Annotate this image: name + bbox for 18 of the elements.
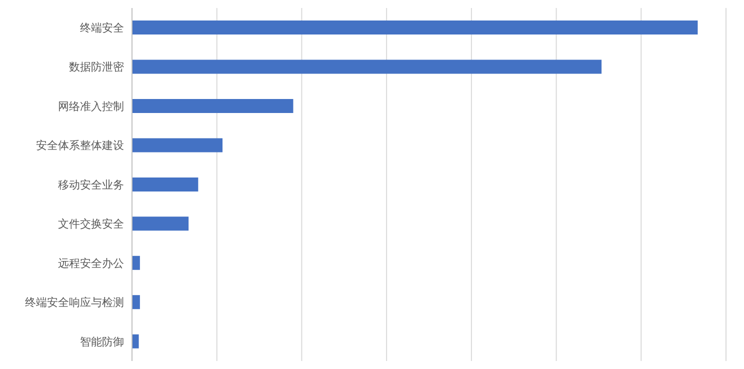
bar	[132, 334, 139, 348]
y-tick-label: 移动安全业务	[58, 178, 124, 192]
y-tick-label: 终端安全响应与检测	[25, 296, 124, 310]
y-tick-label: 终端安全	[80, 22, 124, 35]
bar	[132, 256, 140, 270]
bar	[132, 295, 140, 310]
y-tick-label: 数据防泄密	[69, 60, 124, 74]
y-tick-label: 安全体系整体建设	[36, 139, 124, 152]
bar	[132, 98, 294, 113]
y-tick-label: 远程安全办公	[58, 256, 124, 270]
bar	[132, 177, 198, 192]
y-tick-label: 智能防御	[80, 335, 124, 348]
bar	[132, 60, 602, 74]
bar	[132, 138, 223, 152]
y-tick-label: 文件交换安全	[58, 218, 124, 231]
y-tick-label: 网络准入控制	[58, 100, 124, 113]
bar	[132, 216, 189, 231]
bar	[132, 20, 698, 35]
